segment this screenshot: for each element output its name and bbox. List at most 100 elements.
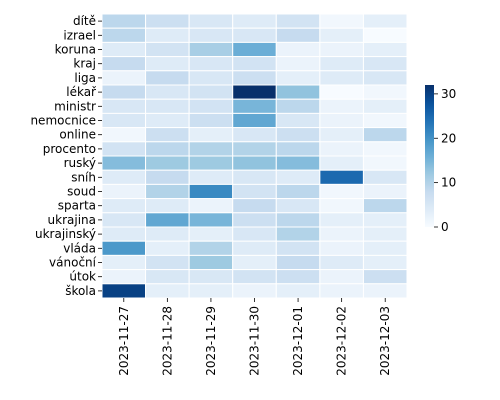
heatmap-cell (145, 98, 190, 114)
heatmap-cell (101, 183, 147, 200)
heatmap-cell (101, 254, 147, 271)
heatmap-cell (275, 183, 321, 200)
y-tick-label: liga (74, 71, 96, 85)
heatmap-cell (275, 56, 321, 72)
heatmap-cell (362, 112, 408, 129)
y-tick-label: kraj (73, 57, 96, 71)
heatmap-cell (188, 283, 234, 299)
heatmap-cell (362, 212, 408, 228)
heatmap-cell (362, 254, 408, 271)
heatmap-cell (362, 198, 408, 214)
heatmap-cell (319, 283, 364, 299)
x-tick-label: 2023-11-30 (248, 306, 262, 376)
colorbar-tick-label: 0 (441, 220, 449, 234)
heatmap-cell (188, 98, 234, 114)
heatmap-cell (145, 13, 190, 29)
heatmap-cell (188, 240, 234, 256)
heatmap-cell (188, 155, 234, 171)
x-tick-label: 2023-11-28 (160, 306, 174, 376)
heatmap-cell (101, 155, 147, 171)
heatmap-cell (362, 84, 408, 100)
y-tick-label: lékař (66, 85, 97, 99)
y-tick-label: ministr (54, 99, 96, 113)
heatmap-cell (362, 70, 408, 86)
y-tick-label: vláda (63, 241, 96, 255)
heatmap-cell (188, 41, 234, 58)
heatmap-cell (319, 56, 364, 72)
heatmap-cell (145, 127, 190, 143)
heatmap-cell (232, 141, 277, 157)
heatmap-cell (362, 141, 408, 157)
heatmap-cell (232, 240, 277, 256)
y-tick-label: vánoční (49, 256, 97, 270)
heatmap-cell (101, 212, 147, 228)
heatmap-cell (275, 212, 321, 228)
x-tick-label: 2023-12-03 (378, 306, 392, 376)
heatmap-cell (101, 84, 147, 100)
heatmap-cell (145, 84, 190, 100)
heatmap-cell (362, 169, 408, 185)
heatmap-cell (188, 198, 234, 214)
heatmap-cell (275, 41, 321, 58)
heatmap-cell (319, 269, 364, 285)
heatmap-cell (232, 226, 277, 242)
colorbar-tick-label: 20 (441, 131, 456, 145)
y-tick-label: soud (67, 185, 96, 199)
heatmap-cell (101, 240, 147, 256)
heatmap-cell (101, 70, 147, 86)
heatmap-cell (188, 56, 234, 72)
heatmap-cell (319, 254, 364, 271)
heatmap-cell (319, 98, 364, 114)
y-tick-label: dítě (73, 14, 96, 28)
heatmap-cell (101, 127, 147, 143)
heatmap-cell (188, 226, 234, 242)
heatmap-cell (319, 240, 364, 256)
heatmap-cell (145, 112, 190, 129)
heatmap-cell (232, 84, 277, 100)
heatmap-cell (145, 283, 190, 299)
y-tick-label: nemocnice (30, 114, 96, 128)
heatmap-cell (188, 183, 234, 200)
heatmap-cell (188, 13, 234, 29)
y-tick-label: ukrajinský (35, 227, 96, 241)
heatmap-cell (275, 240, 321, 256)
heatmap-cell (145, 212, 190, 228)
heatmap-cell (319, 127, 364, 143)
heatmap-cell (188, 84, 234, 100)
heatmap-cell (188, 127, 234, 143)
heatmap-cell (145, 183, 190, 200)
heatmap-cell (101, 269, 147, 285)
heatmap-cell (275, 127, 321, 143)
heatmap-cell (101, 198, 147, 214)
heatmap-cell (232, 127, 277, 143)
heatmap-cell (232, 169, 277, 185)
heatmap-cell (362, 283, 408, 299)
heatmap-cell (188, 141, 234, 157)
heatmap-cell (188, 254, 234, 271)
heatmap-cell (145, 169, 190, 185)
heatmap-cell (188, 27, 234, 43)
heatmap-cell (232, 56, 277, 72)
heatmap-cell (145, 41, 190, 58)
heatmap-cell (232, 283, 277, 299)
heatmap-cell (188, 269, 234, 285)
x-tick-label: 2023-12-01 (291, 306, 305, 376)
heatmap-cell (319, 112, 364, 129)
heatmap-cell (275, 269, 321, 285)
heatmap-cell (232, 41, 277, 58)
heatmap-cell (145, 141, 190, 157)
y-tick-label: procento (43, 142, 96, 156)
heatmap-cell (101, 141, 147, 157)
heatmap-cell (145, 226, 190, 242)
heatmap-cell (319, 13, 364, 29)
heatmap-cell (275, 226, 321, 242)
heatmap-cell (362, 98, 408, 114)
x-tick-label: 2023-11-29 (204, 306, 218, 376)
heatmap-cell (319, 27, 364, 43)
heatmap-cell (362, 41, 408, 58)
heatmap-cell (319, 212, 364, 228)
heatmap-cell (232, 269, 277, 285)
heatmap-cell (362, 127, 408, 143)
heatmap-cell (101, 169, 147, 185)
